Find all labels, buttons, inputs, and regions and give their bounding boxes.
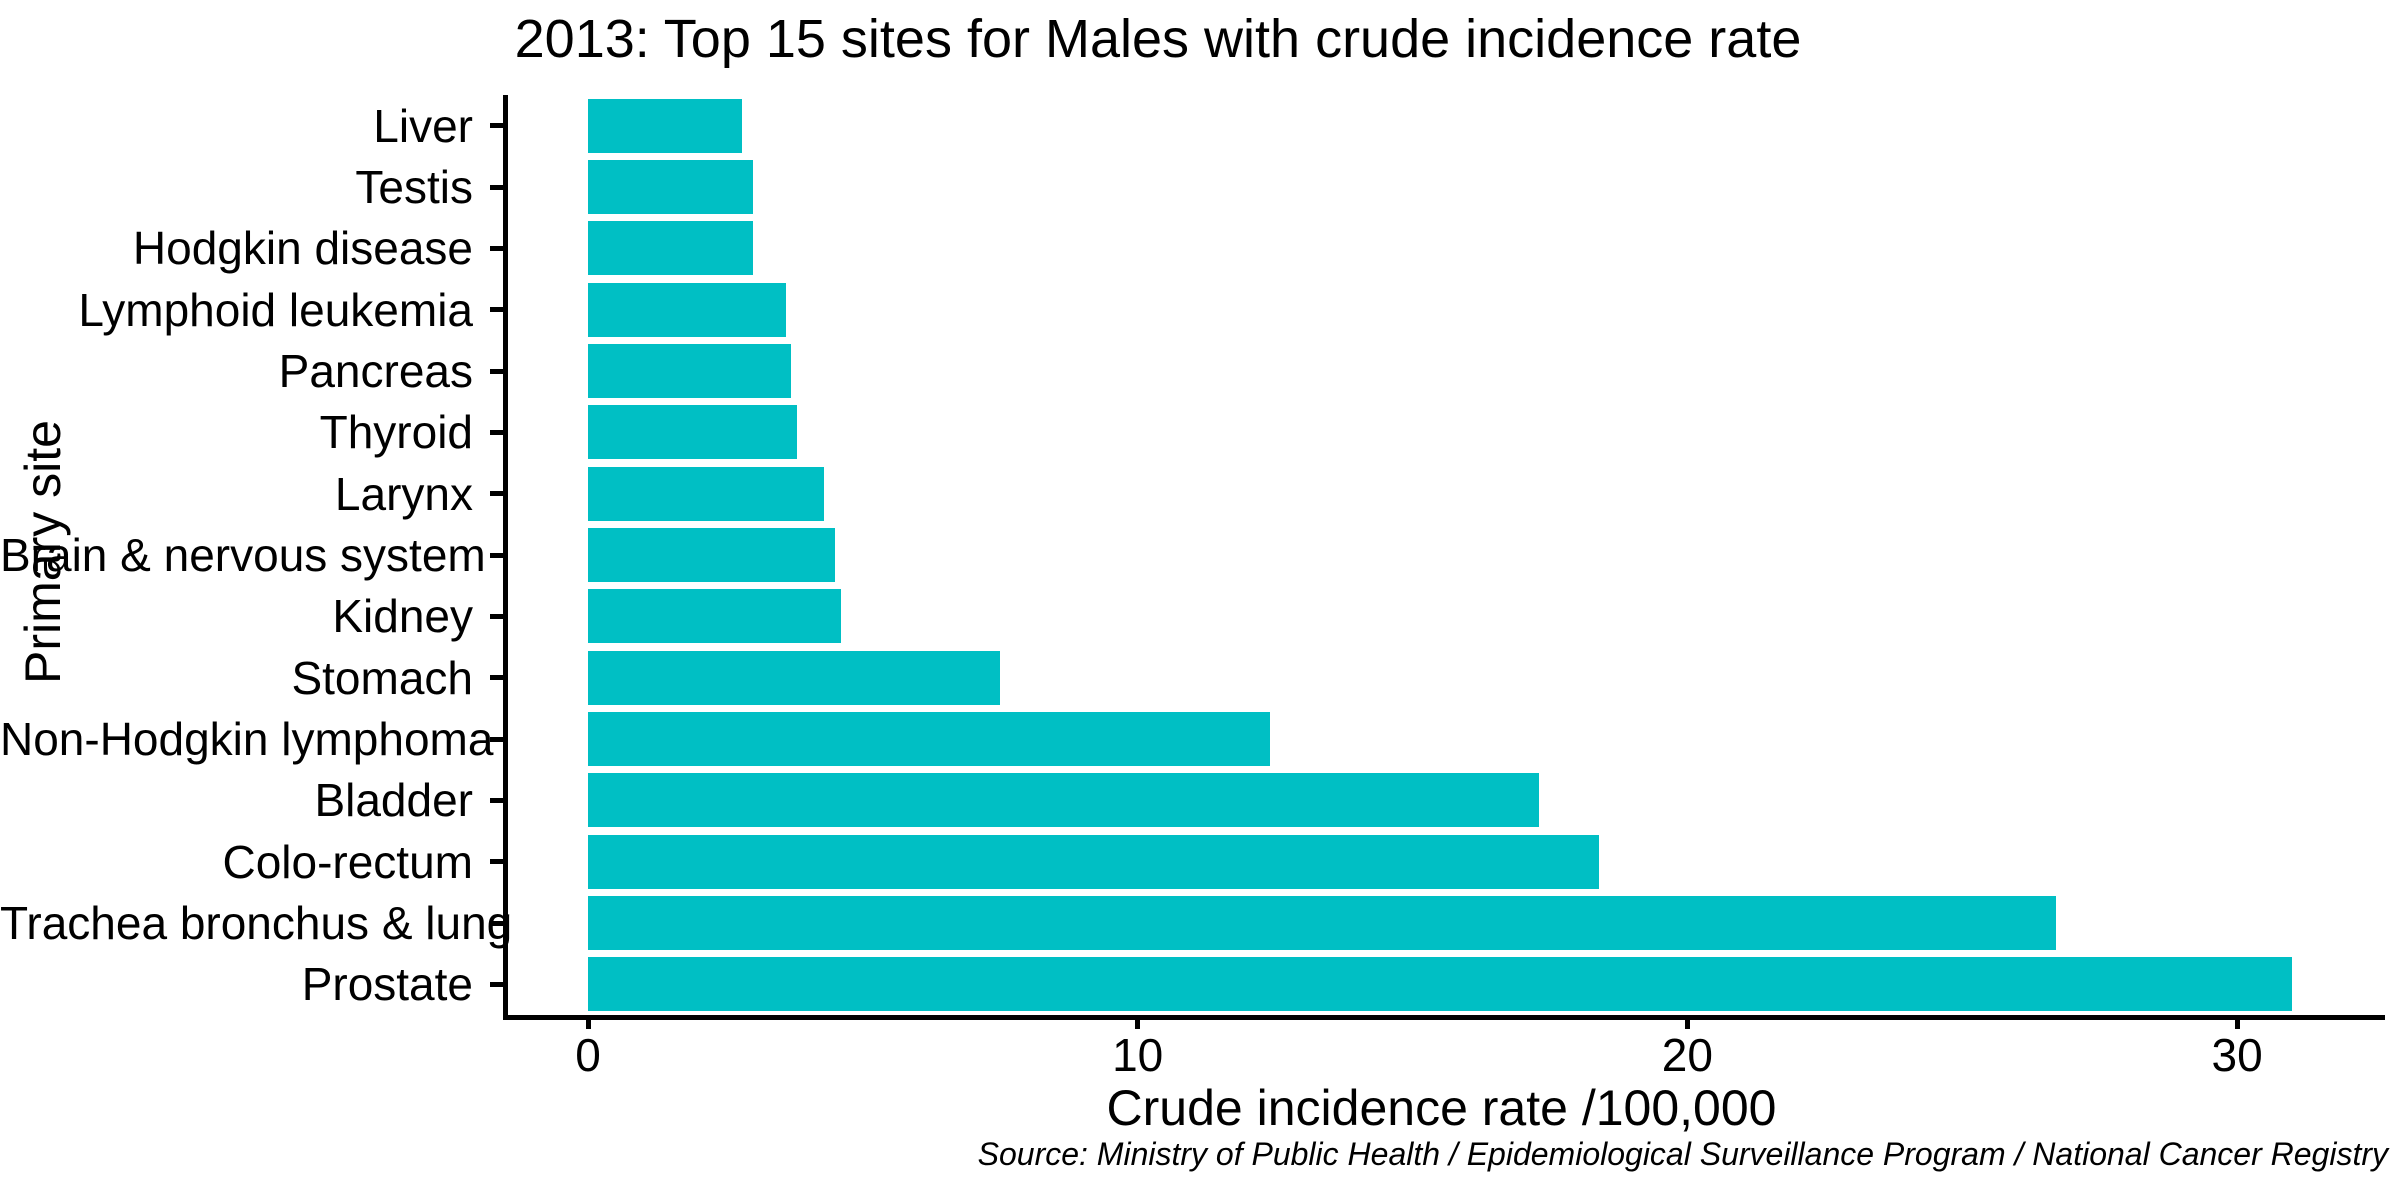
bar-stomach bbox=[588, 650, 1001, 705]
y-tick-mark bbox=[490, 736, 503, 742]
bar-colo-rectum bbox=[588, 834, 1600, 889]
y-axis-tick-label: Pancreas bbox=[278, 345, 473, 397]
y-axis-tick-label: Hodgkin disease bbox=[132, 222, 473, 275]
y-tick-mark bbox=[490, 123, 503, 129]
y-axis-tick-label: Prostate bbox=[301, 958, 473, 1011]
plot-panel bbox=[503, 95, 2385, 1020]
bar-prostate bbox=[588, 957, 2293, 1012]
y-axis-tick-label: Brain & nervous system bbox=[0, 529, 486, 581]
bar-larynx bbox=[588, 466, 825, 521]
bar-kidney bbox=[588, 589, 841, 644]
x-tick-mark bbox=[585, 1015, 591, 1029]
bar-hodgkin-disease bbox=[588, 221, 753, 276]
bar-bladder bbox=[588, 773, 1539, 828]
bar-trachea-bronchus-lung bbox=[588, 896, 2056, 950]
y-axis-tick-label: Testis bbox=[355, 161, 473, 213]
x-tick-mark bbox=[1684, 1015, 1690, 1029]
y-axis-tick-label: Colo-rectum bbox=[222, 835, 473, 888]
x-tick-mark bbox=[2234, 1015, 2240, 1029]
y-axis-tick-label: Non-Hodgkin lymphoma bbox=[0, 713, 494, 765]
bar-non-hodgkin-lymphoma bbox=[588, 712, 1270, 766]
source-note: Source: Ministry of Public Health / Epid… bbox=[977, 1136, 2388, 1172]
bar-testis bbox=[588, 160, 753, 214]
y-tick-mark bbox=[490, 981, 503, 987]
y-tick-mark bbox=[490, 368, 503, 374]
y-tick-mark bbox=[490, 307, 503, 313]
bar-lymphoid-leukemia bbox=[588, 282, 786, 337]
y-tick-mark bbox=[490, 245, 503, 251]
y-axis-tick-label: Liver bbox=[373, 99, 473, 152]
y-axis-tick-label: Stomach bbox=[291, 651, 473, 704]
x-axis-title: Crude incidence rate /100,000 bbox=[1106, 1080, 1777, 1136]
y-tick-mark bbox=[490, 552, 503, 558]
y-tick-mark bbox=[490, 184, 503, 190]
x-axis-tick-label: 10 bbox=[1112, 1029, 1164, 1081]
bar-brain-nervous-system bbox=[588, 528, 836, 582]
y-axis-tick-label: Trachea bronchus & lung bbox=[0, 897, 513, 949]
y-tick-mark bbox=[490, 491, 503, 497]
y-tick-mark bbox=[490, 429, 503, 435]
y-axis-tick-label: Kidney bbox=[332, 590, 473, 643]
y-axis-tick-label: Larynx bbox=[334, 467, 473, 520]
y-axis-tick-label: Bladder bbox=[314, 774, 473, 827]
chart-title: 2013: Top 15 sites for Males with crude … bbox=[514, 9, 1802, 69]
y-tick-mark bbox=[490, 920, 503, 926]
y-tick-mark bbox=[490, 675, 503, 681]
y-tick-mark bbox=[490, 859, 503, 865]
x-axis-tick-label: 0 bbox=[575, 1029, 601, 1081]
y-axis-tick-label: Thyroid bbox=[319, 406, 473, 459]
bar-thyroid bbox=[588, 405, 797, 460]
y-axis-tick-label: Lymphoid leukemia bbox=[78, 283, 473, 336]
x-tick-mark bbox=[1135, 1015, 1141, 1029]
y-tick-mark bbox=[490, 797, 503, 803]
y-tick-mark bbox=[490, 613, 503, 619]
bar-pancreas bbox=[588, 344, 792, 398]
bar-liver bbox=[588, 98, 742, 153]
x-axis-tick-label: 20 bbox=[1661, 1029, 1713, 1081]
x-axis-tick-label: 30 bbox=[2211, 1029, 2263, 1081]
